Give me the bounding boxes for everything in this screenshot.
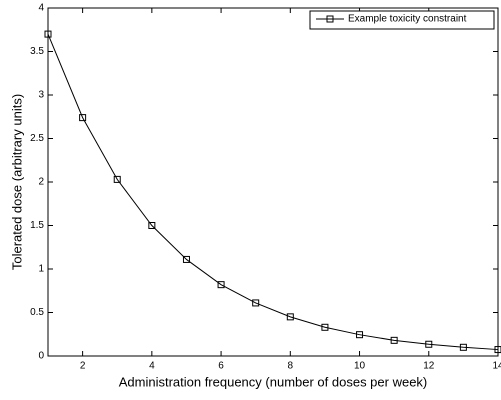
series-line <box>47 33 499 351</box>
x-tick-label: 14 <box>492 361 501 372</box>
y-tick-label: 1 <box>38 264 44 275</box>
marker <box>44 30 52 38</box>
y-tick-label: 1.5 <box>30 220 44 231</box>
marker <box>286 313 294 321</box>
x-tick-label: 8 <box>288 361 294 372</box>
x-tick-label: 6 <box>218 361 224 372</box>
y-tick-label: 3 <box>38 90 44 101</box>
legend-box <box>309 10 495 30</box>
marker <box>390 336 398 344</box>
marker <box>356 331 364 339</box>
x-tick-label: 12 <box>423 361 435 372</box>
x-tick-label: 4 <box>149 361 155 372</box>
y-axis-label: Tolerated dose (arbitrary units) <box>9 94 24 270</box>
legend-label: Example toxicity constraint <box>348 14 467 25</box>
marker <box>182 255 190 263</box>
y-tick-label: 3.5 <box>30 46 44 57</box>
plot-frame <box>47 7 499 357</box>
marker <box>252 299 260 307</box>
y-tick-label: 2.5 <box>30 133 44 144</box>
y-tick-label: 2 <box>38 177 44 188</box>
marker <box>79 114 87 122</box>
x-tick-label: 2 <box>80 361 86 372</box>
y-tick-label: 0 <box>38 351 44 362</box>
marker <box>148 222 156 229</box>
y-tick-label: 0.5 <box>30 307 44 318</box>
marker <box>321 323 329 331</box>
legend-marker <box>326 15 334 23</box>
marker <box>425 340 433 348</box>
marker <box>113 175 121 183</box>
x-tick-label: 10 <box>354 361 366 372</box>
marker <box>459 343 467 351</box>
y-tick-label: 4 <box>38 3 44 14</box>
x-axis-label: Administration frequency (number of dose… <box>119 374 428 389</box>
marker <box>494 346 501 354</box>
marker <box>217 281 225 289</box>
